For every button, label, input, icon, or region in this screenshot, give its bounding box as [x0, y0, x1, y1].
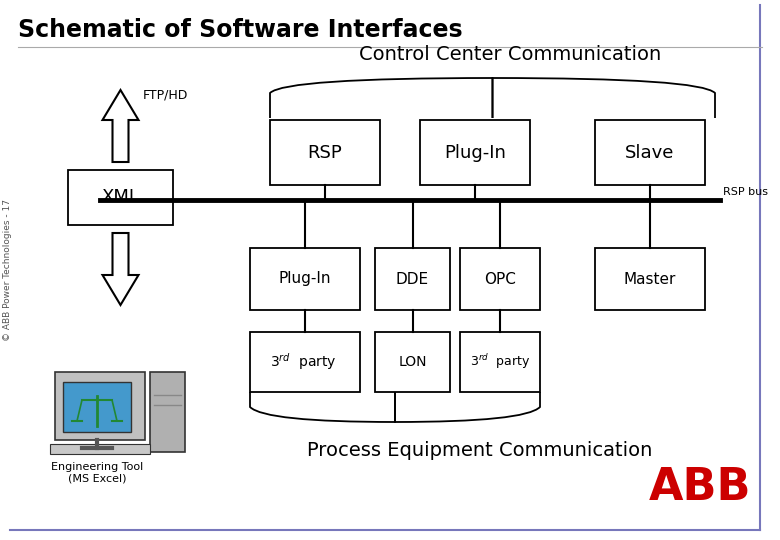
- Text: Control Center Communication: Control Center Communication: [359, 45, 661, 64]
- Text: Plug-In: Plug-In: [444, 144, 506, 161]
- Text: $3^{rd}$  party: $3^{rd}$ party: [270, 352, 336, 373]
- Bar: [375, 248, 450, 310]
- Text: $3^{rd}$  party: $3^{rd}$ party: [470, 353, 530, 372]
- Bar: [68, 170, 173, 225]
- Bar: [270, 120, 380, 185]
- Bar: [50, 444, 150, 454]
- Text: DDE: DDE: [396, 272, 429, 287]
- Text: FTP/HD: FTP/HD: [143, 89, 188, 102]
- Polygon shape: [102, 90, 139, 162]
- Bar: [375, 332, 450, 392]
- Text: © ABB Power Technologies - 17: © ABB Power Technologies - 17: [3, 199, 12, 341]
- Bar: [250, 248, 360, 310]
- Text: ABB: ABB: [649, 467, 751, 510]
- Text: Plug-In: Plug-In: [278, 272, 332, 287]
- Bar: [595, 248, 705, 310]
- Text: Schematic of Software Interfaces: Schematic of Software Interfaces: [18, 18, 463, 42]
- Text: Slave: Slave: [626, 144, 675, 161]
- Text: XML: XML: [101, 188, 140, 206]
- Text: Master: Master: [624, 272, 676, 287]
- Text: RSP bus: RSP bus: [723, 187, 768, 197]
- Bar: [55, 372, 145, 440]
- Bar: [63, 382, 131, 432]
- Text: OPC: OPC: [484, 272, 516, 287]
- Polygon shape: [102, 233, 139, 305]
- Bar: [420, 120, 530, 185]
- Text: LON: LON: [399, 355, 427, 369]
- Text: Process Equipment Communication: Process Equipment Communication: [307, 441, 653, 460]
- Text: Engineering Tool
(MS Excel): Engineering Tool (MS Excel): [51, 462, 143, 484]
- Bar: [460, 332, 540, 392]
- Text: RSP: RSP: [307, 144, 342, 161]
- Bar: [460, 248, 540, 310]
- Bar: [595, 120, 705, 185]
- Bar: [250, 332, 360, 392]
- Bar: [150, 372, 185, 452]
